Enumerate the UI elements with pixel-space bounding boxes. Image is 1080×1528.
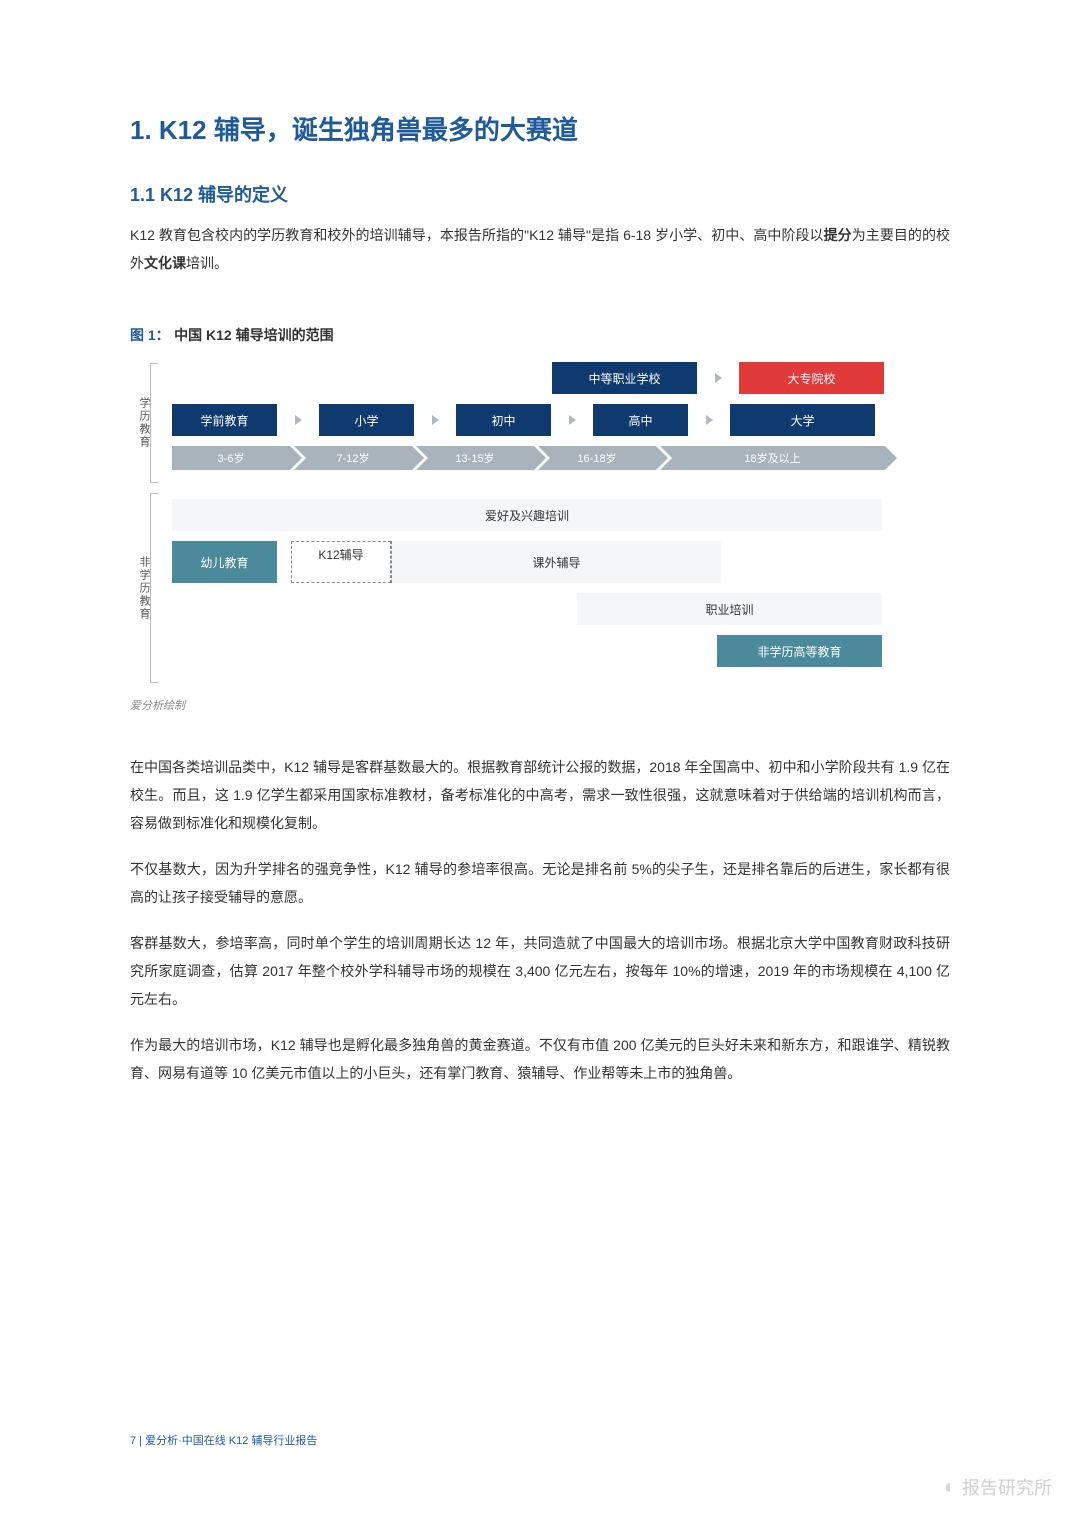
- diagram-row-nondegree: 非学历高等教育: [172, 635, 950, 667]
- side-label-bottom: 非学历教育: [130, 493, 158, 683]
- box-hobby-training: 爱好及兴趣培训: [172, 499, 882, 531]
- body-paragraph-4: 作为最大的培训市场，K12 辅导也是孵化最多独角兽的黄金赛道。不仅有市值 200…: [130, 1031, 950, 1087]
- arrow-icon: [711, 371, 725, 385]
- diagram-figure-1: 学历教育 中等职业学校 大专院校 学前教育 小学 初中: [130, 363, 950, 683]
- arrow-icon: [565, 413, 579, 427]
- arrow-icon: [291, 413, 305, 427]
- diagram-row-2: 学前教育 小学 初中 高中 大学: [172, 404, 950, 436]
- page-footer: 7 | 爱分析·中国在线 K12 辅导行业报告: [130, 1432, 317, 1448]
- body-paragraph-3: 客群基数大，参培率高，同时单个学生的培训周期长达 12 年，共同造就了中国最大的…: [130, 929, 950, 1013]
- diagram-row-hobby: 爱好及兴趣培训: [172, 499, 950, 531]
- age-7-12: 7-12岁: [294, 446, 412, 470]
- page: 1. K12 辅导，诞生独角兽最多的大赛道 1.1 K12 辅导的定义 K12 …: [0, 0, 1080, 1087]
- watermark: ◐ 报告研究所: [944, 1474, 1052, 1500]
- watermark-icon: ◐: [944, 1476, 956, 1499]
- heading-2: 1.1 K12 辅导的定义: [130, 181, 950, 207]
- box-vocational-training: 职业培训: [577, 593, 882, 625]
- box-vocational-school: 中等职业学校: [552, 362, 697, 394]
- diagram-bottom-section: 非学历教育 爱好及兴趣培训 幼儿教育 K12辅导 课外辅导 职业培训: [130, 493, 950, 683]
- box-non-degree-higher-ed: 非学历高等教育: [717, 635, 882, 667]
- arrow-icon: [428, 413, 442, 427]
- age-13-15: 13-15岁: [416, 446, 534, 470]
- box-senior: 高中: [593, 404, 688, 436]
- watermark-text: 报告研究所: [962, 1474, 1052, 1500]
- diagram-top-section: 学历教育 中等职业学校 大专院校 学前教育 小学 初中: [130, 363, 950, 483]
- body-paragraph-1: 在中国各类培训品类中，K12 辅导是客群基数最大的。根据教育部统计公报的数据，2…: [130, 753, 950, 837]
- box-early-childhood: 幼儿教育: [172, 541, 277, 583]
- side-label-top: 学历教育: [130, 363, 158, 483]
- figure-title: 中国 K12 辅导培训的范围: [174, 327, 333, 343]
- arrow-icon: [702, 413, 716, 427]
- diagram-age-row: 3-6岁 7-12岁 13-15岁 16-18岁 18岁及以上: [172, 446, 950, 470]
- figure-source: 爱分析绘制: [130, 697, 950, 713]
- box-preschool: 学前教育: [172, 404, 277, 436]
- diagram-row-1: 中等职业学校 大专院校: [172, 362, 950, 394]
- box-k12-tutoring: K12辅导: [291, 541, 391, 583]
- box-university: 大学: [730, 404, 875, 436]
- figure-caption: 图 1： 中国 K12 辅导培训的范围: [130, 325, 950, 345]
- figure-label: 图 1：: [130, 327, 170, 343]
- box-junior: 初中: [456, 404, 551, 436]
- age-16-18: 16-18岁: [538, 446, 656, 470]
- box-extracurricular: 课外辅导: [391, 541, 721, 583]
- diagram-row-k12: 幼儿教育 K12辅导 课外辅导: [172, 541, 950, 583]
- box-primary: 小学: [319, 404, 414, 436]
- heading-1: 1. K12 辅导，诞生独角兽最多的大赛道: [130, 110, 950, 147]
- body-paragraph-2: 不仅基数大，因为升学排名的强竞争性，K12 辅导的参培率很高。无论是排名前 5%…: [130, 855, 950, 911]
- age-3-6: 3-6岁: [172, 446, 290, 470]
- diagram-row-vocational: 职业培训: [172, 593, 950, 625]
- intro-paragraph: K12 教育包含校内的学历教育和校外的培训辅导，本报告所指的"K12 辅导"是指…: [130, 221, 950, 277]
- box-college: 大专院校: [739, 362, 884, 394]
- age-18-plus: 18岁及以上: [660, 446, 885, 470]
